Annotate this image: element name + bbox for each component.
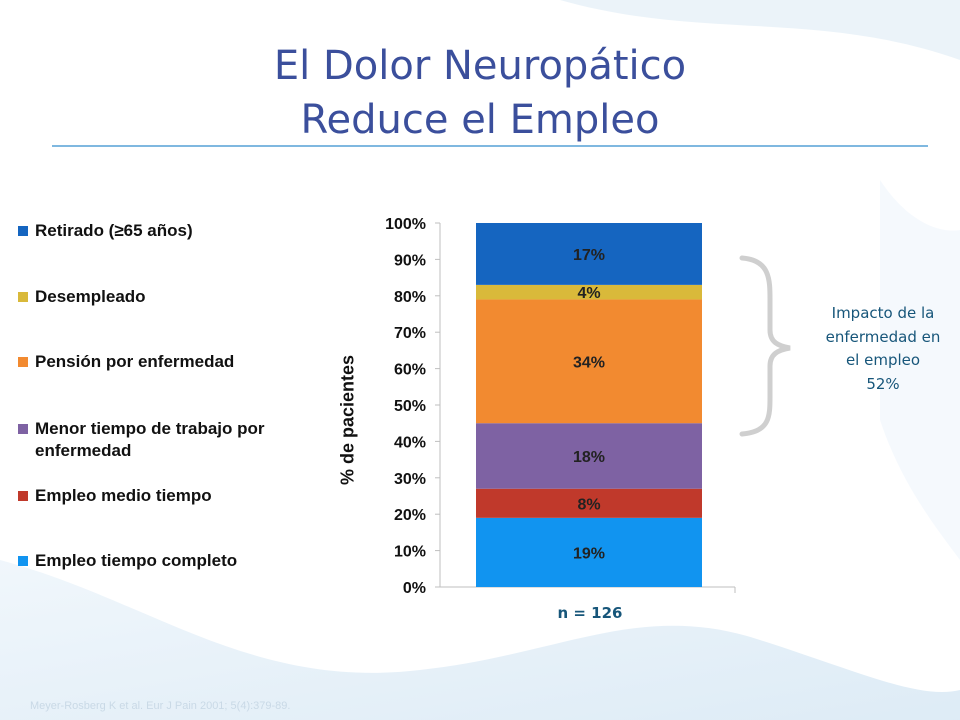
y-tick-label: 20% bbox=[394, 507, 426, 524]
legend-label: Empleo medio tiempo bbox=[35, 486, 212, 505]
title-divider bbox=[52, 145, 928, 147]
x-category-label: n = 126 bbox=[557, 604, 623, 622]
bar-segment bbox=[476, 423, 702, 489]
y-tick-label: 90% bbox=[394, 252, 426, 269]
bar-segment bbox=[476, 223, 702, 285]
y-tick-label: 10% bbox=[394, 544, 426, 561]
legend-swatch bbox=[18, 424, 28, 434]
data-label: 19% bbox=[573, 545, 605, 562]
legend-swatch bbox=[18, 226, 28, 236]
legend-label: Menor tiempo de trabajo por enfermedad bbox=[35, 419, 265, 460]
bar-segment bbox=[476, 299, 702, 424]
employment-impact-note: Impacto de la enfermedad en el empleo 52… bbox=[825, 304, 941, 393]
y-tick-label: 60% bbox=[394, 362, 426, 379]
y-tick-label: 30% bbox=[394, 471, 426, 488]
bar-segment bbox=[476, 488, 702, 518]
y-tick-label: 100% bbox=[385, 216, 426, 233]
legend-label: Pensión por enfermedad bbox=[35, 352, 235, 371]
impact-brace bbox=[739, 255, 791, 437]
data-label: 18% bbox=[573, 449, 605, 466]
y-tick-label: 0% bbox=[403, 580, 426, 597]
y-tick-label: 50% bbox=[394, 398, 426, 415]
legend-swatch bbox=[18, 357, 28, 367]
y-tick-label: 80% bbox=[394, 289, 426, 306]
legend-label: Empleo tiempo completo bbox=[35, 551, 238, 570]
y-tick-label: 70% bbox=[394, 325, 426, 342]
data-label: 34% bbox=[573, 354, 605, 371]
slide-title-line-2: Reduce el Empleo bbox=[300, 97, 660, 143]
bar-segment bbox=[476, 284, 702, 300]
data-label: 4% bbox=[577, 285, 600, 302]
bar-segment bbox=[476, 517, 702, 587]
y-tick-label: 40% bbox=[394, 434, 426, 451]
legend-label: Desempleado bbox=[35, 287, 146, 306]
data-label: 8% bbox=[577, 496, 600, 513]
data-label: 17% bbox=[573, 247, 605, 264]
slide-title-line-1: El Dolor Neuropático bbox=[273, 43, 687, 89]
legend-swatch bbox=[18, 292, 28, 302]
legend-swatch bbox=[18, 556, 28, 566]
citation-text: Meyer-Rosberg K et al. Eur J Pain 2001; … bbox=[30, 700, 291, 712]
legend-label: Retirado (≥65 años) bbox=[35, 221, 193, 240]
legend-swatch bbox=[18, 491, 28, 501]
